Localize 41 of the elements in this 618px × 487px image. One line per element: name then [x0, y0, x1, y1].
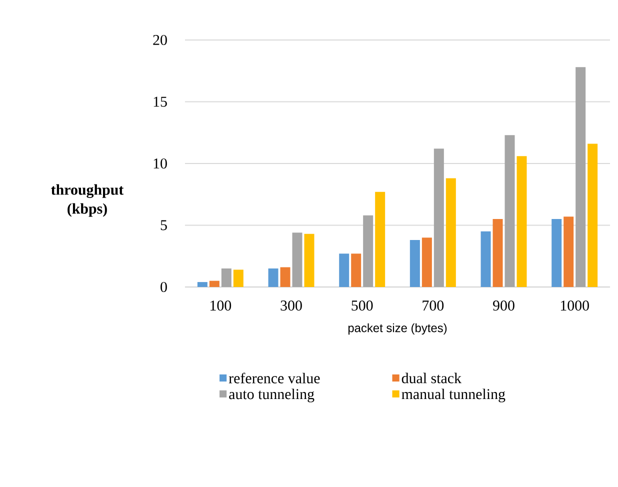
legend-label: auto tunneling [229, 388, 314, 402]
bar [197, 282, 208, 287]
bar [233, 270, 244, 287]
bar [564, 216, 574, 287]
bar [552, 219, 562, 287]
x-tick-label: 700 [422, 300, 444, 311]
bar [280, 267, 290, 287]
y-tick-label: 10 [154, 158, 167, 169]
bar [292, 232, 302, 287]
y-tick-label: 0 [160, 282, 167, 292]
x-axis-title: packet size (bytes) [348, 323, 447, 335]
x-tick-label: 500 [352, 300, 373, 311]
y-axis-title: throughput (kbps) [51, 184, 124, 217]
bar [434, 148, 444, 287]
bar [351, 254, 362, 287]
bar [209, 280, 220, 287]
bar [576, 67, 586, 287]
bar [516, 156, 527, 287]
bar [304, 234, 314, 287]
legend-label: manual tunneling [402, 388, 506, 402]
x-tick-label: 300 [280, 300, 302, 311]
bar [410, 240, 420, 287]
y-tick-label: 5 [160, 220, 167, 230]
bar [480, 231, 491, 287]
bar [339, 254, 350, 287]
y-tick-label: 15 [154, 96, 167, 107]
bar [504, 135, 515, 287]
bar [363, 215, 374, 287]
x-tick-label: 900 [493, 300, 514, 311]
bar [221, 268, 232, 287]
bar [492, 219, 503, 287]
bar [375, 192, 386, 287]
bar [268, 268, 278, 287]
y-tick-label: 20 [153, 34, 167, 46]
x-tick-label: 100 [210, 300, 232, 311]
legend-label: reference value [228, 372, 320, 384]
x-tick-label: 1000 [560, 300, 589, 311]
legend-label: dual stack [402, 372, 462, 384]
bar [588, 144, 598, 287]
bar [446, 178, 456, 287]
bar [422, 238, 432, 287]
